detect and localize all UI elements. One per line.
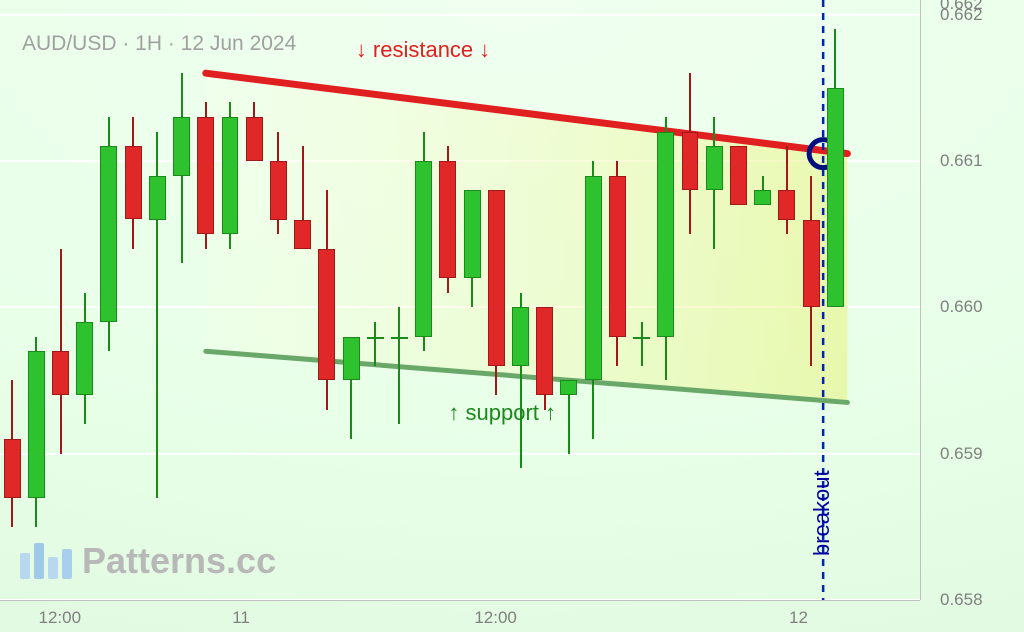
candle-body — [488, 190, 505, 366]
candle-body — [827, 88, 844, 308]
watermark-bar-icon — [34, 543, 44, 579]
x-tick-label: 12 — [789, 608, 808, 628]
candle-wick — [641, 322, 643, 366]
watermark-icon — [20, 543, 72, 579]
candle-body — [100, 146, 117, 322]
chart-title: AUD/USD · 1H · 12 Jun 2024 — [22, 32, 296, 56]
candle-body — [197, 117, 214, 234]
resistance-label: ↓ resistance ↓ — [356, 37, 491, 63]
candle-body — [464, 190, 481, 278]
gridline-h — [0, 306, 920, 308]
candle-body — [512, 307, 529, 366]
watermark-bar-icon — [20, 553, 30, 579]
candle-body — [173, 117, 190, 176]
candle-body — [76, 322, 93, 395]
candle-body — [415, 161, 432, 337]
candle-body — [730, 146, 747, 205]
candle-body — [609, 176, 626, 337]
candlestick-chart: 0.658 0.659 0.660 0.661 0.662 12:00 11 12:00 12… — [0, 0, 1024, 632]
breakout-label: breakout — [809, 470, 835, 556]
watermark-bar-icon — [62, 549, 72, 579]
candle-body — [706, 146, 723, 190]
y-tick-label: 0.660 — [940, 297, 983, 317]
candle-body — [318, 249, 335, 381]
candle-body — [125, 146, 142, 219]
watermark-bar-icon — [48, 557, 58, 579]
y-axis-baseline — [920, 0, 921, 600]
x-tick-label: 12:00 — [39, 608, 82, 628]
y-tick-label: 0.659 — [940, 444, 983, 464]
candle-body — [778, 190, 795, 219]
candle-body — [246, 117, 263, 161]
candle-body — [149, 176, 166, 220]
candle-body — [536, 307, 553, 395]
watermark-text: Patterns.cc — [82, 540, 276, 582]
candle-body — [803, 220, 820, 308]
y-tick-label: 0.661 — [940, 151, 983, 171]
candle-body — [633, 337, 650, 339]
candle-wick — [398, 307, 400, 424]
candle-body — [754, 190, 771, 205]
support-label: ↑ support ↑ — [448, 400, 556, 426]
candle-body — [294, 220, 311, 249]
y-axis-clip-label: 0.662 — [940, 0, 983, 14]
x-axis-baseline — [0, 600, 920, 601]
candle-body — [657, 132, 674, 337]
candle-body — [391, 337, 408, 339]
candle-body — [560, 380, 577, 395]
gridline-h — [0, 453, 920, 455]
candle-body — [222, 117, 239, 234]
watermark: Patterns.cc — [20, 540, 276, 582]
candle-body — [367, 337, 384, 339]
candle-body — [4, 439, 21, 498]
candle-body — [439, 161, 456, 278]
x-tick-label: 11 — [232, 608, 250, 628]
candle-wick — [374, 322, 376, 366]
candle-body — [343, 337, 360, 381]
candle-body — [52, 351, 69, 395]
candle-body — [270, 161, 287, 220]
candle-body — [28, 351, 45, 497]
candle-body — [682, 132, 699, 191]
y-tick-label: 0.658 — [940, 590, 983, 610]
candle-body — [585, 176, 602, 381]
x-tick-label: 12:00 — [474, 608, 517, 628]
gridline-h — [0, 14, 920, 16]
